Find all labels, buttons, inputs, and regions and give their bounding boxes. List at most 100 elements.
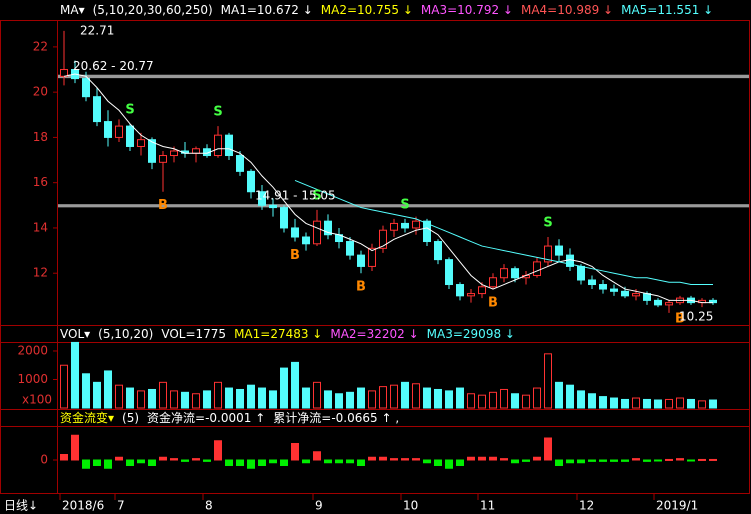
bar xyxy=(489,391,497,409)
candle-body xyxy=(379,229,387,249)
header-item: MA5=11.551 ↓ xyxy=(621,3,713,17)
bar xyxy=(126,459,134,466)
bar xyxy=(555,459,563,466)
header: 资金流变▾ (5) 资金净流=-0.0001 ↑ 累计净流=-0.0665 ↑ , xyxy=(60,410,399,425)
bar xyxy=(258,459,266,466)
y-tick-label: 1000 xyxy=(17,372,48,386)
bar xyxy=(665,458,673,461)
bar xyxy=(654,399,662,409)
candle-body xyxy=(104,121,112,138)
candle-body xyxy=(368,247,376,267)
candle-body xyxy=(313,220,321,245)
x-tick-label: 8 xyxy=(205,499,213,513)
bar xyxy=(203,390,211,409)
bar xyxy=(390,458,398,461)
bar xyxy=(456,459,464,466)
candle-body xyxy=(214,134,222,157)
header-item: (5,10,20) xyxy=(98,327,153,341)
candle-body xyxy=(577,265,585,281)
y-tick-label: 20 xyxy=(33,85,48,99)
ma-line xyxy=(294,179,713,286)
header: VOL▾ (5,10,20) VOL=1775 MA1=27483 ↓ MA2=3220… xyxy=(60,327,515,341)
candle-body xyxy=(555,245,563,256)
candle-body xyxy=(665,302,673,306)
bar xyxy=(610,397,618,409)
bar xyxy=(346,391,354,409)
candle-body xyxy=(192,148,200,154)
header-item: 累计净流=-0.0665 ↑ , xyxy=(273,411,399,425)
bar xyxy=(258,387,266,409)
level-band xyxy=(58,204,749,208)
candle-body xyxy=(93,96,101,123)
candle-body xyxy=(456,284,464,297)
bar xyxy=(269,459,277,464)
candle-body xyxy=(137,139,145,147)
y-tick-label: 14 xyxy=(33,220,48,234)
candle-body xyxy=(654,299,662,306)
bar xyxy=(115,384,123,409)
bar xyxy=(71,341,79,409)
header-item: 资金净流=-0.0001 ↑ xyxy=(147,410,265,425)
signal: B xyxy=(675,311,685,326)
bar xyxy=(335,459,343,464)
unit-label: x100 xyxy=(22,393,52,407)
bar xyxy=(643,398,651,409)
signal: S xyxy=(400,197,409,212)
bar xyxy=(379,386,387,409)
level-label: 20.62 - 20.77 xyxy=(73,59,154,73)
x-tick-label: 11 xyxy=(480,499,495,513)
bar xyxy=(148,459,156,466)
candle-body xyxy=(544,245,552,263)
bar xyxy=(159,381,167,409)
bar xyxy=(434,388,442,409)
candle-body xyxy=(324,220,332,236)
bar xyxy=(434,459,442,466)
bar xyxy=(698,400,706,409)
x-tick-label: 10 xyxy=(403,499,418,513)
bar xyxy=(280,459,288,466)
header-item: (5) xyxy=(122,411,139,425)
candle-body xyxy=(423,220,431,243)
signal: S xyxy=(213,105,222,120)
bar xyxy=(368,456,376,461)
bar xyxy=(137,459,145,464)
bar xyxy=(511,459,519,464)
bar xyxy=(192,458,200,461)
bar xyxy=(291,361,299,409)
header-item: VOL▾ xyxy=(60,327,90,341)
header-item: 资金流变▾ xyxy=(60,410,114,425)
bar xyxy=(478,394,486,409)
bar xyxy=(544,437,552,461)
bar xyxy=(280,367,288,409)
candle-body xyxy=(357,254,365,267)
bar xyxy=(533,456,541,461)
candle-body xyxy=(258,191,266,206)
bar xyxy=(82,459,90,469)
bar xyxy=(511,393,519,409)
bar xyxy=(170,458,178,461)
header: MA▾ (5,10,20,30,60,250) MA1=10.672 ↓ MA2=10… xyxy=(60,3,713,17)
x-tick-label: 12 xyxy=(579,499,594,513)
signal: B xyxy=(488,296,498,311)
header-item: MA2=10.755 ↓ xyxy=(321,3,413,17)
candle-body xyxy=(346,241,354,256)
bar xyxy=(467,456,475,461)
bar xyxy=(93,381,101,409)
signal: B xyxy=(158,198,168,213)
candle-body xyxy=(489,277,497,288)
bar xyxy=(236,459,244,466)
ma-line xyxy=(63,73,713,304)
bar xyxy=(632,458,640,461)
bar xyxy=(555,381,563,409)
header-item: MA4=10.989 ↓ xyxy=(521,3,613,17)
bar xyxy=(313,451,321,461)
bar xyxy=(401,381,409,409)
bar xyxy=(82,373,90,409)
bar xyxy=(489,456,497,461)
bar xyxy=(379,456,387,461)
candle-body xyxy=(632,293,640,297)
candle-body xyxy=(445,259,453,286)
bar xyxy=(533,387,541,409)
bar xyxy=(632,397,640,409)
